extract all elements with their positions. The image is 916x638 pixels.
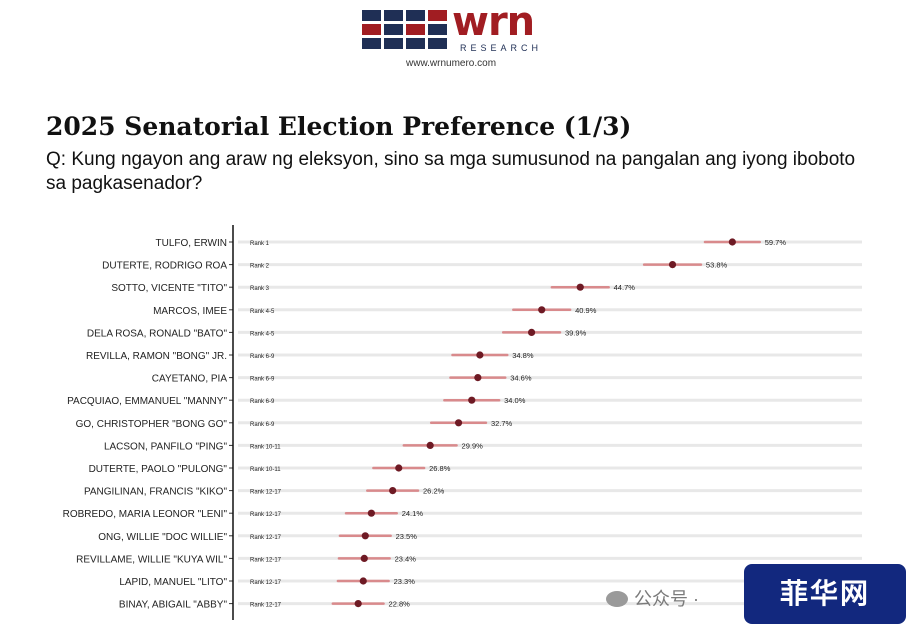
candidate-name: REVILLAME, WILLIE "KUYA WIL" (76, 554, 227, 565)
value-label: 34.0% (504, 396, 526, 405)
rank-label: Rank 6-9 (250, 422, 275, 428)
value-label: 34.6% (510, 374, 532, 383)
candidate-name: SOTTO, VICENTE "TITO" (111, 283, 227, 294)
data-point (668, 261, 677, 269)
value-label: 32.7% (491, 419, 513, 428)
data-point (359, 577, 367, 585)
value-label: 39.9% (565, 328, 587, 337)
value-label: 34.8% (512, 351, 534, 360)
wechat-icon (606, 591, 628, 607)
rank-label: Rank 4-5 (250, 331, 275, 337)
senatorial-preference-chart: TULFO, ERWIN Rank 1 59.7% DUTERTE, RODRIGO … (63, 225, 862, 620)
rank-label: Rank 6-9 (250, 399, 275, 405)
website-url: www.wrnumero.com (406, 58, 497, 69)
rank-label: Rank 4-5 (250, 309, 275, 315)
candidate-name: ROBREDO, MARIA LEONOR "LENI" (63, 509, 228, 520)
value-label: 23.3% (394, 577, 416, 586)
data-point (395, 464, 403, 472)
candidate-name: ONG, WILLIE "DOC WILLIE" (98, 532, 227, 543)
value-label: 59.7% (765, 238, 787, 247)
value-label: 23.5% (396, 532, 418, 541)
chart-title: 2025 Senatorial Election Preference (1/3… (46, 112, 632, 141)
rank-label: Rank 12-17 (250, 512, 282, 518)
candidate-name: REVILLA, RAMON "BONG" JR. (86, 351, 227, 362)
value-label: 44.7% (614, 283, 636, 292)
wrn-logo: wrn RESEARCH (360, 0, 560, 68)
rank-label: Rank 6-9 (250, 377, 275, 383)
rank-label: Rank 3 (250, 286, 270, 292)
candidate-name: TULFO, ERWIN (156, 238, 227, 249)
data-point (468, 396, 476, 404)
candidate-name: LAPID, MANUEL "LITO" (119, 577, 227, 588)
data-point (361, 532, 369, 540)
survey-question: Q: Kung ngayon ang araw ng eleksyon, sin… (46, 149, 856, 194)
data-point (360, 554, 368, 562)
value-label: 26.2% (423, 487, 445, 496)
candidate-name: MARCOS, IMEE (153, 306, 227, 317)
rank-label: Rank 2 (250, 264, 270, 270)
rank-label: Rank 12-17 (250, 557, 282, 563)
data-point (426, 441, 434, 449)
data-point (474, 374, 482, 382)
candidate-name: BINAY, ABIGAIL "ABBY" (119, 600, 228, 611)
watermark-text: 公众号 · (634, 589, 699, 609)
wechat-watermark: 公众号 · (606, 585, 699, 611)
candidate-name: CAYETANO, PIA (152, 374, 228, 385)
data-point (389, 487, 397, 495)
candidate-name: PACQUIAO, EMMANUEL "MANNY" (67, 396, 227, 407)
rank-label: Rank 1 (250, 241, 270, 247)
value-label: 22.8% (389, 600, 411, 609)
source-badge: 菲华网 (744, 564, 906, 624)
value-label: 23.4% (395, 554, 417, 563)
candidate-name: DELA ROSA, RONALD "BATO" (87, 328, 228, 339)
data-point (354, 600, 362, 608)
rank-label: Rank 12-17 (250, 490, 282, 496)
rank-label: Rank 10-11 (250, 444, 281, 450)
rank-label: Rank 12-17 (250, 580, 282, 586)
candidate-name: LACSON, PANFILO "PING" (104, 441, 228, 452)
data-point (367, 509, 375, 517)
value-label: 53.8% (706, 261, 728, 270)
value-label: 24.1% (402, 509, 424, 518)
data-point (527, 328, 536, 336)
candidate-name: DUTERTE, RODRIGO ROA (102, 261, 227, 272)
data-point (728, 238, 736, 246)
data-point (454, 419, 463, 427)
logo-word: wrn (452, 0, 535, 45)
logo-subtitle: RESEARCH (460, 43, 543, 53)
candidate-name: GO, CHRISTOPHER "BONG GO" (76, 419, 228, 430)
value-label: 29.9% (462, 441, 484, 450)
value-label: 26.8% (429, 464, 451, 473)
rank-label: Rank 10-11 (250, 467, 281, 473)
logo-grid-icon (362, 10, 447, 49)
value-label: 40.9% (575, 306, 597, 315)
candidate-name: PANGILINAN, FRANCIS "KIKO" (84, 487, 228, 498)
data-point (576, 283, 584, 291)
rank-label: Rank 6-9 (250, 354, 275, 360)
candidate-name: DUTERTE, PAOLO "PULONG" (89, 464, 228, 475)
rank-label: Rank 12-17 (250, 535, 282, 541)
data-point (538, 306, 546, 314)
data-point (476, 351, 484, 359)
rank-label: Rank 12-17 (250, 603, 282, 609)
